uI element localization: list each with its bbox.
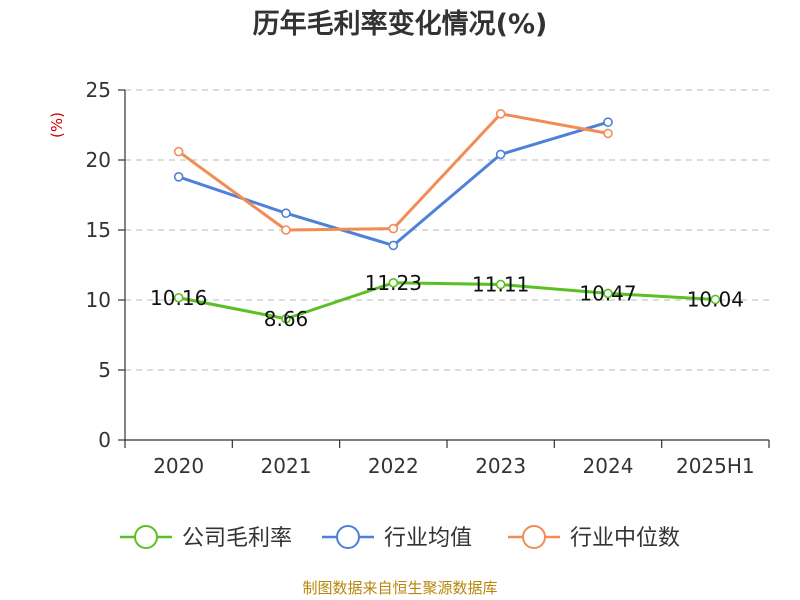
y-tick-label: 10 (86, 288, 111, 312)
series-2 (173, 109, 613, 235)
data-point (388, 277, 399, 288)
data-label: 8.66 (264, 307, 309, 331)
series-layer (173, 109, 721, 324)
y-tick-label: 0 (98, 428, 111, 452)
legend-item: 行业均值 (322, 525, 472, 551)
data-point (173, 172, 184, 182)
legend-marker (336, 525, 360, 549)
legend-label: 行业中位数 (570, 526, 680, 551)
data-label: 11.11 (472, 272, 529, 296)
series-line (177, 112, 609, 232)
data-point (388, 223, 399, 234)
data-point (281, 313, 291, 324)
series-1 (173, 117, 613, 251)
data-point (603, 117, 613, 127)
data-point (710, 294, 721, 305)
legend-marker (522, 525, 546, 549)
data-label: 10.16 (150, 286, 207, 310)
legend-marker (134, 525, 158, 549)
data-point (495, 279, 506, 290)
axes: 0 5 10 15 20 25 2020 2021 2022 2023 2024 2025H1 (86, 78, 770, 478)
series-0 (173, 277, 721, 324)
x-tick-label: 2025H1 (676, 454, 755, 478)
y-tick-label: 5 (98, 358, 111, 382)
data-point (495, 149, 506, 160)
y-axis-unit: (%) (48, 112, 66, 138)
data-labels: 10.16 8.66 11.23 11.11 10.47 10.04 (150, 271, 744, 331)
y-tick-label: 20 (86, 148, 111, 172)
legend-item: 公司毛利率 (120, 525, 292, 551)
x-tick-label: 2023 (475, 454, 526, 478)
legend-label: 行业均值 (384, 526, 472, 551)
series-line (178, 281, 716, 321)
x-tick-label: 2022 (368, 454, 419, 478)
legend: 公司毛利率 行业均值 行业中位数 (120, 525, 680, 551)
gridlines (125, 89, 769, 371)
x-tick-label: 2024 (583, 454, 634, 478)
x-tick-label: 2021 (261, 454, 312, 478)
data-point (388, 240, 399, 251)
data-point (603, 128, 613, 139)
legend-label: 公司毛利率 (182, 526, 292, 551)
y-tick-label: 25 (86, 78, 111, 102)
data-point (173, 146, 184, 157)
data-point (173, 292, 184, 303)
y-tick-label: 15 (86, 218, 111, 242)
data-point (281, 225, 291, 235)
data-point (495, 109, 506, 119)
data-label: 11.23 (365, 271, 422, 295)
chart-title: 历年毛利率变化情况(%) (253, 8, 548, 40)
x-tick-label: 2020 (153, 454, 204, 478)
data-point (603, 288, 613, 299)
legend-item: 行业中位数 (508, 525, 680, 551)
source-note: 制图数据来自恒生聚源数据库 (302, 579, 497, 597)
data-label: 10.04 (687, 287, 744, 311)
data-label: 10.47 (579, 281, 636, 305)
data-point (281, 208, 291, 218)
